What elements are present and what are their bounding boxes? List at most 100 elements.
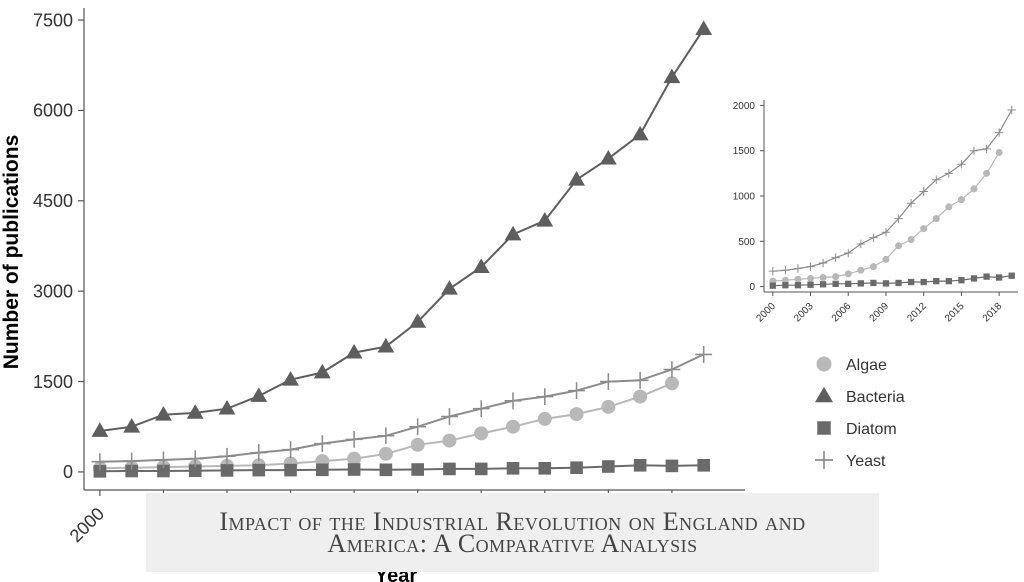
- inset-algae-point: [957, 196, 965, 204]
- inset-algae-point: [807, 274, 815, 282]
- main-algae-point: [601, 399, 616, 414]
- inset-diatom-point: [832, 280, 839, 287]
- main-yeast-point: [568, 382, 585, 399]
- inset-diatom-point: [983, 273, 990, 280]
- inset-x-tick-label: 2003: [792, 301, 816, 325]
- inset-y-tick-label: 0: [749, 282, 755, 293]
- inset-algae-point: [882, 255, 890, 263]
- legend-algae-label: Algae: [846, 357, 887, 374]
- inset-x-tick-label: 2015: [943, 301, 967, 325]
- legend-yeast-marker: [815, 451, 833, 469]
- main-bacteria-point: [155, 406, 172, 421]
- main-bacteria-point: [472, 258, 490, 273]
- main-diatom-point: [411, 463, 424, 476]
- inset-diatom-point: [1008, 272, 1015, 279]
- main-yeast-point: [441, 408, 458, 425]
- main-bacteria-point: [123, 418, 141, 433]
- inset-algae-point: [920, 225, 928, 233]
- inset-algae-point: [895, 242, 903, 250]
- main-algae-point: [347, 451, 362, 466]
- main-diatom-point: [188, 464, 202, 478]
- main-yeast-point: [536, 388, 554, 406]
- inset-diatom-point: [882, 280, 890, 287]
- main-diatom-point: [220, 464, 234, 477]
- main-plot: 0 1500 3000 4500 6000 7500 2000: [33, 8, 745, 546]
- inset-yeast-point: [957, 160, 966, 169]
- inset-diatom-point: [794, 282, 802, 289]
- legend-diatom-marker: [817, 421, 831, 435]
- main-diatom-point: [252, 463, 266, 477]
- main-bacteria-point: [409, 313, 427, 328]
- inset-plot: 0 500 1000 1500 2000 2000 2003 2006 2009 2012 2015…: [733, 100, 1018, 324]
- main-yeast-point: [663, 361, 681, 378]
- inset-yeast-point: [844, 248, 853, 258]
- main-diatom-point: [538, 462, 552, 475]
- inset-y-tick-label: 2000: [733, 101, 756, 112]
- inset-diatom-point: [870, 279, 877, 287]
- legend: Algae Bacteria Diatom Yeast: [815, 356, 905, 470]
- main-algae-point: [664, 376, 679, 391]
- main-bacteria-point: [631, 125, 649, 141]
- inset-yeast-point: [831, 253, 840, 262]
- inset-diatom-point: [857, 280, 864, 287]
- inset-diatom-point: [769, 282, 776, 289]
- inset-yeast-point: [894, 214, 903, 223]
- inset-y-tick-label: 1500: [733, 146, 756, 157]
- inset-algae-point: [907, 235, 915, 243]
- inset-diatom-point: [845, 280, 852, 287]
- inset-algae-point: [983, 169, 991, 177]
- inset-algae-point: [857, 266, 865, 274]
- main-algae-point: [442, 433, 457, 448]
- main-y-tick-label: 4500: [33, 191, 73, 211]
- inset-yeast-point: [1007, 105, 1016, 115]
- inset-diatom-point: [920, 278, 927, 286]
- inset-yeast-point: [932, 175, 941, 184]
- inset-y-tick-label: 1000: [733, 192, 756, 203]
- main-y-tick-label: 7500: [33, 10, 73, 30]
- inset-x-tick-label: 2009: [868, 301, 892, 325]
- main-bacteria-point: [218, 399, 236, 415]
- legend-bacteria-marker: [815, 386, 833, 403]
- main-y-axis-label: Number of publications: [0, 135, 23, 370]
- inset-series-yeast-line: [772, 109, 1013, 272]
- main-yeast-point: [504, 392, 522, 410]
- banner-title: Impact of the Industrial Revolution on E…: [219, 506, 806, 558]
- inset-x-tick-label: 2012: [905, 301, 929, 325]
- inset-algae-point: [869, 263, 877, 271]
- main-bacteria-point: [345, 343, 363, 359]
- main-bacteria-point: [695, 20, 713, 35]
- inset-algae-point: [819, 274, 827, 282]
- main-yeast-point: [155, 451, 172, 469]
- legend-algae-marker: [816, 356, 832, 372]
- inset-algae-point: [844, 270, 852, 278]
- inset-diatom-point: [958, 277, 965, 284]
- inset-algae-point: [932, 215, 940, 223]
- main-bacteria-point: [663, 68, 681, 84]
- main-algae-point: [537, 411, 552, 426]
- main-diatom-point: [633, 458, 647, 472]
- main-yeast-point: [218, 447, 236, 465]
- main-bacteria-point: [91, 422, 109, 437]
- inset-x-tick-label: 2018: [981, 301, 1005, 325]
- legend-bacteria-label: Bacteria: [846, 389, 905, 406]
- main-yeast-point: [186, 450, 204, 468]
- inset-algae-point: [832, 273, 840, 281]
- inset-yeast-point: [881, 228, 891, 237]
- inset-yeast-point: [793, 264, 803, 273]
- inset-y-tick-label: 500: [738, 237, 755, 248]
- inset-algae-point: [781, 276, 789, 284]
- main-diatom-point: [379, 463, 393, 477]
- main-bacteria-point: [568, 171, 585, 186]
- inset-yeast-point: [906, 199, 916, 208]
- inset-yeast-point: [994, 128, 1004, 137]
- main-diatom-point: [570, 461, 583, 475]
- main-yeast-point: [695, 346, 713, 363]
- inset-yeast-point: [869, 233, 878, 242]
- inset-diatom-point: [970, 275, 978, 282]
- main-yeast-point: [313, 435, 331, 453]
- main-diatom-point: [157, 464, 170, 478]
- main-yeast-point: [409, 418, 427, 436]
- main-bacteria-point: [536, 212, 554, 227]
- main-yeast-point: [123, 452, 141, 470]
